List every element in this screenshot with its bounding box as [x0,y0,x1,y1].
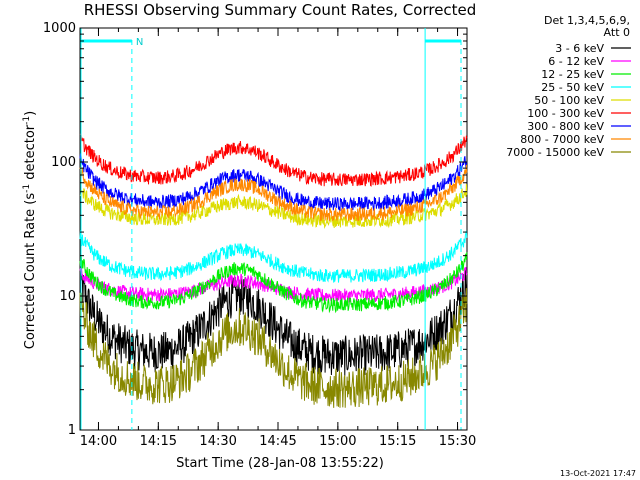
y-tick-label: 100 [51,155,76,170]
series-layer [79,133,468,408]
legend-label: 6 - 12 keV [548,55,604,68]
legend-label: 12 - 25 keV [541,68,604,81]
series-line [79,252,468,314]
series-line [79,133,468,187]
y-axis-label: Corrected Count Rate (s-1 detector-1) [22,111,38,349]
legend-label: 300 - 800 keV [527,120,604,133]
annotation-layer: N [80,28,462,430]
legend-label: 7000 - 15000 keV [506,146,604,159]
plot-frame [79,27,468,431]
footer-date: 13-Oct-2021 17:47 [560,469,636,478]
y-tick-label: 1000 [43,21,76,36]
series-line [79,288,468,408]
series-line [79,264,468,376]
series-line [79,153,468,212]
x-tick-label: 14:15 [140,434,177,449]
legend-label: 800 - 7000 keV [520,133,604,146]
series-line [79,230,468,283]
legend-label: 50 - 100 keV [534,94,604,107]
series-line [79,164,468,222]
x-tick-label: 15:30 [439,434,476,449]
legend-label: 25 - 50 keV [541,81,604,94]
legend-detector-line2: Att 0 [604,26,630,39]
legend-detector-line1: Det 1,3,4,5,6,9, [544,14,630,27]
y-tick-label: 1 [68,423,76,438]
night-marker-label: N [136,37,143,48]
x-tick-label: 14:30 [199,434,236,449]
tick-layer: 1 10 100 1000 14:00 14:15 14:30 14:45 15:00 15:15… [43,21,476,449]
legend-label: 3 - 6 keV [555,42,604,55]
chart-title: RHESSI Observing Summary Count Rates, Co… [84,1,477,19]
x-tick-label: 15:00 [319,434,356,449]
series-line [79,183,468,230]
x-tick-label: 15:15 [379,434,416,449]
x-tick-label: 14:45 [259,434,296,449]
y-tick-label: 10 [59,289,76,304]
x-axis-label: Start Time (28-Jan-08 13:55:22) [176,456,384,471]
x-tick-label: 14:00 [80,434,117,449]
legend-label: 100 - 300 keV [527,107,604,120]
